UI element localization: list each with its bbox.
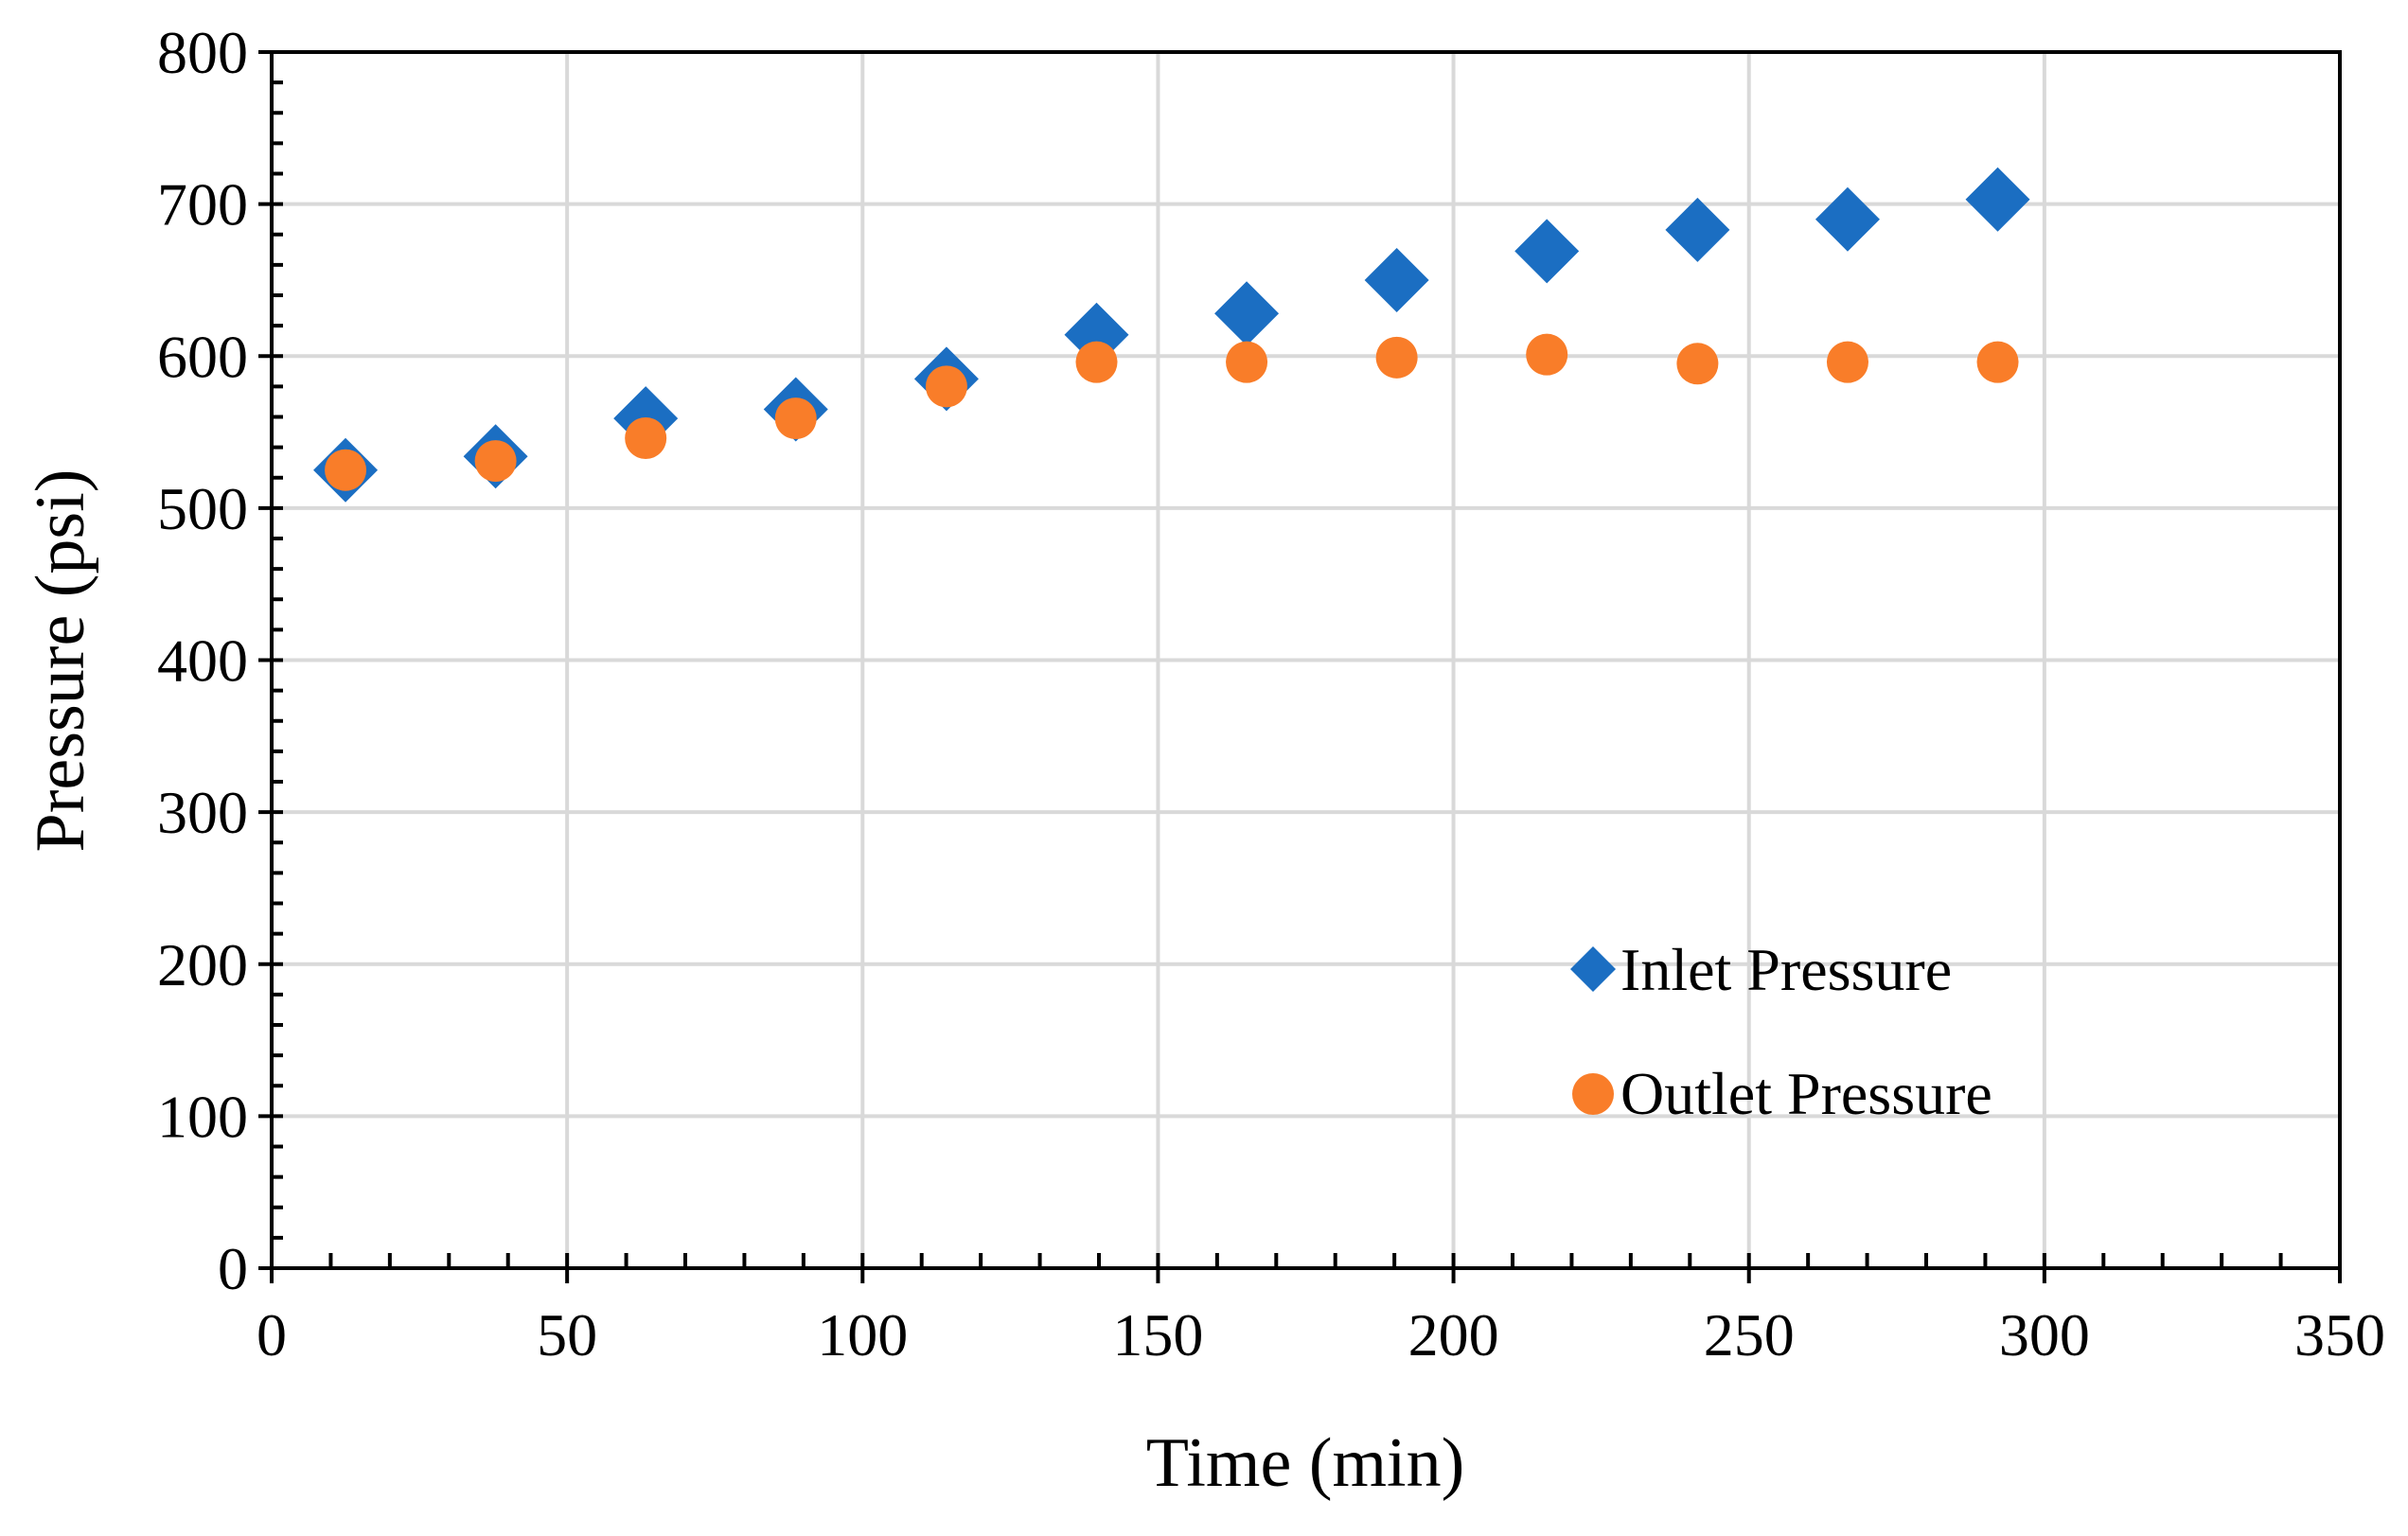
axis-ticks bbox=[258, 50, 2342, 1283]
x-tick-label: 150 bbox=[1112, 1301, 1203, 1368]
tick-labels: 0 100 200 300 400 500 600 700 800 0 50 100 150 200 250… bbox=[157, 19, 2385, 1368]
series-outlet-pressure bbox=[325, 333, 2019, 491]
data-point-outlet bbox=[774, 397, 817, 440]
data-point-outlet bbox=[1976, 341, 2019, 383]
x-axis-title: Time (min) bbox=[1146, 1424, 1464, 1502]
data-point-inlet bbox=[1514, 219, 1580, 284]
x-tick-label: 250 bbox=[1704, 1301, 1795, 1368]
data-point-outlet bbox=[474, 440, 517, 483]
legend-label-inlet: Inlet Pressure bbox=[1620, 936, 1952, 1003]
x-tick-label: 100 bbox=[817, 1301, 908, 1368]
data-series bbox=[313, 167, 2030, 503]
data-point-outlet bbox=[925, 365, 967, 408]
data-point-outlet bbox=[1676, 343, 1719, 385]
x-tick-label: 350 bbox=[2294, 1301, 2385, 1368]
y-tick-label: 100 bbox=[157, 1083, 248, 1150]
y-axis-title: Pressure (psi) bbox=[22, 469, 99, 853]
data-point-outlet bbox=[325, 449, 367, 491]
data-point-outlet bbox=[1826, 341, 1868, 383]
data-point-inlet bbox=[1815, 186, 1880, 252]
data-point-inlet bbox=[1364, 247, 1429, 312]
legend-marker-circle-icon bbox=[1572, 1073, 1614, 1115]
legend-label-outlet: Outlet Pressure bbox=[1620, 1060, 1992, 1127]
y-tick-label: 200 bbox=[157, 931, 248, 998]
gridlines bbox=[272, 52, 2340, 1268]
y-tick-label: 800 bbox=[157, 19, 248, 86]
x-tick-label: 0 bbox=[257, 1301, 287, 1368]
y-tick-label: 300 bbox=[157, 779, 248, 846]
data-point-outlet bbox=[1226, 341, 1268, 383]
legend-item-inlet: Inlet Pressure bbox=[1570, 936, 1952, 1003]
x-tick-label: 200 bbox=[1408, 1301, 1499, 1368]
legend-marker-diamond-icon bbox=[1570, 946, 1616, 992]
x-tick-label: 300 bbox=[1999, 1301, 2090, 1368]
data-point-outlet bbox=[1075, 341, 1118, 383]
y-tick-label: 500 bbox=[157, 475, 248, 542]
legend-item-outlet: Outlet Pressure bbox=[1572, 1060, 1992, 1127]
y-tick-label: 600 bbox=[157, 323, 248, 390]
series-inlet-pressure bbox=[313, 167, 2030, 503]
y-tick-label: 400 bbox=[157, 627, 248, 695]
data-point-outlet bbox=[1526, 333, 1568, 376]
y-tick-label: 700 bbox=[157, 171, 248, 238]
y-tick-label: 0 bbox=[218, 1235, 248, 1302]
legend: Inlet Pressure Outlet Pressure bbox=[1570, 936, 1992, 1127]
data-point-outlet bbox=[625, 416, 667, 459]
x-tick-label: 50 bbox=[537, 1301, 597, 1368]
data-point-inlet bbox=[1665, 197, 1730, 262]
data-point-outlet bbox=[1375, 336, 1418, 379]
data-point-inlet bbox=[1965, 167, 2030, 232]
data-point-inlet bbox=[1214, 281, 1280, 346]
